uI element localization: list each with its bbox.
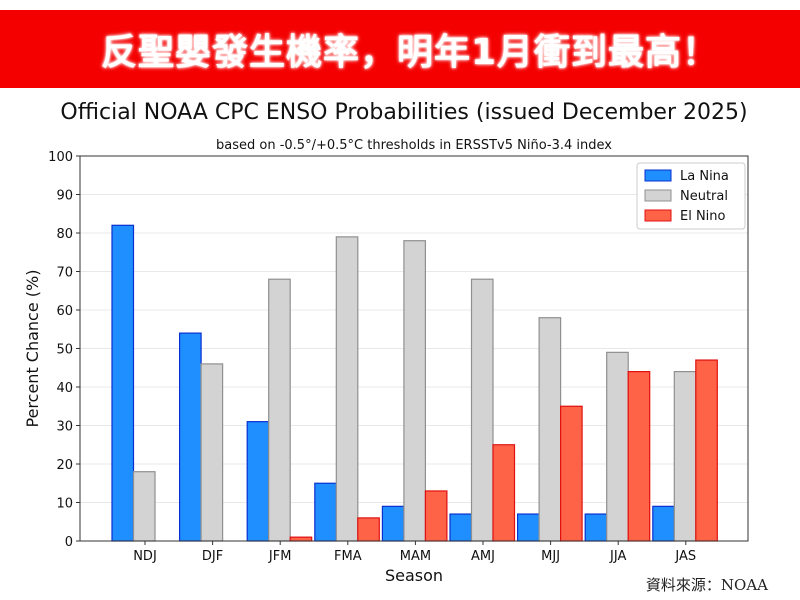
bar-la-nina — [449, 513, 473, 542]
bar-la-nina — [179, 332, 202, 542]
bar-la-nina — [584, 513, 608, 542]
headline-banner: 反聖嬰發生機率，明年1月衝到最高！ — [0, 10, 800, 88]
x-axis-label: Season — [385, 566, 443, 585]
x-tick-label: MJJ — [541, 549, 560, 564]
bar-la-nina — [314, 482, 337, 542]
x-tick-label: MAM — [400, 549, 431, 564]
plot-frame — [79, 155, 749, 542]
bar-neutral — [132, 471, 156, 542]
bar-neutral — [538, 317, 562, 542]
x-tick-label: NDJ — [133, 549, 157, 564]
bar-la-nina — [652, 505, 675, 542]
bar-el-nino — [357, 517, 380, 542]
y-tick-label: 100 — [48, 150, 73, 165]
x-tick-label: AMJ — [471, 549, 495, 564]
y-tick-label: 10 — [56, 497, 73, 512]
y-tick-label: 50 — [56, 343, 73, 358]
chart-title: Official NOAA CPC ENSO Probabilities (is… — [60, 100, 748, 125]
bar-la-nina — [246, 421, 270, 542]
bar-el-nino — [424, 490, 448, 542]
x-tick-label: JFM — [268, 549, 292, 564]
bar-la-nina — [381, 505, 405, 542]
chart-subtitle: based on -0.5°/+0.5°C thresholds in ERSS… — [216, 138, 612, 153]
y-tick-label: 70 — [56, 266, 73, 281]
headline-text: 反聖嬰發生機率，明年1月衝到最高！ — [100, 32, 720, 73]
legend-swatch — [644, 189, 672, 202]
bar-el-nino — [695, 359, 718, 542]
bar-neutral — [335, 236, 359, 542]
x-tick-label: FMA — [334, 549, 362, 564]
bar-el-nino — [492, 444, 516, 542]
bar-neutral — [268, 278, 291, 542]
legend-swatch — [644, 169, 672, 182]
bar-neutral — [200, 363, 224, 542]
bar-la-nina — [516, 513, 540, 542]
y-tick-label: 30 — [56, 420, 73, 435]
bar-la-nina — [111, 224, 135, 542]
y-tick-label: 90 — [56, 189, 73, 204]
bar-neutral — [606, 351, 629, 542]
legend-label: Neutral — [680, 189, 728, 204]
x-tick-label: JAS — [674, 549, 696, 564]
y-tick-label: 20 — [56, 458, 73, 473]
legend-swatch — [644, 209, 672, 222]
y-axis-label: Percent Chance (%) — [23, 270, 42, 428]
bar-neutral — [403, 240, 426, 542]
bar-neutral — [673, 371, 697, 542]
y-tick-label: 60 — [56, 304, 73, 319]
bar-el-nino — [559, 405, 583, 542]
bar-neutral — [470, 278, 494, 542]
x-tick-label: DJF — [202, 549, 223, 564]
legend-label: La Nina — [680, 169, 729, 184]
source-credit: 資料來源：NOAA — [645, 576, 768, 594]
x-tick-label: JJA — [609, 549, 626, 564]
legend-label: El Nino — [680, 209, 726, 224]
y-tick-label: 0 — [65, 535, 73, 550]
y-tick-label: 80 — [56, 227, 73, 242]
y-tick-label: 40 — [56, 381, 73, 396]
bar-el-nino — [627, 371, 651, 542]
bar-el-nino — [289, 536, 313, 542]
